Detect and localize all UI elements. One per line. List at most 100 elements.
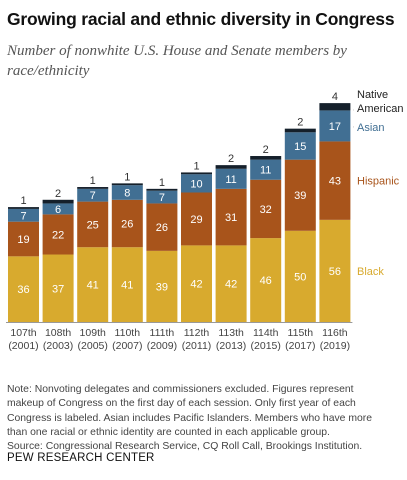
data-label: 2: [55, 188, 61, 200]
x-tick-label-year: (2017): [285, 340, 315, 352]
data-label: 1: [124, 171, 130, 183]
bar-segment-native-american: [284, 128, 316, 133]
bar-segment-asian: [42, 203, 74, 215]
data-label: 39: [294, 190, 306, 202]
legend-label-native-american: Native: [357, 89, 388, 101]
data-label: 2: [228, 153, 234, 165]
bar-segment-asian: [181, 174, 212, 193]
bar-segment-black: [146, 250, 178, 322]
bar-segment-native-american: [146, 188, 178, 191]
data-label: 22: [52, 229, 64, 241]
x-tick-label: 107th: [10, 327, 36, 339]
legend-label-asian: Asian: [357, 122, 385, 134]
x-tick-label-year: (2019): [320, 340, 350, 352]
source-line: Source: Congressional Research Service, …: [7, 441, 363, 453]
data-label: 1: [90, 175, 96, 187]
bar-segment-asian: [319, 110, 351, 142]
bar-segment-asian: [77, 188, 109, 202]
bar-segment-hispanic: [319, 141, 351, 220]
note-line: than one racial or ethnic identity are c…: [7, 426, 330, 438]
data-label: 11: [260, 165, 271, 177]
legend-label-black: Black: [357, 266, 384, 278]
bar-segment-hispanic: [8, 221, 39, 257]
bar-segment-native-american: [8, 207, 39, 209]
bar-segment-hispanic: [77, 201, 109, 248]
data-label: 6: [55, 204, 61, 216]
bar-segment-asian: [215, 168, 247, 189]
data-label: 31: [225, 212, 237, 224]
x-tick-label-year: (2013): [216, 340, 246, 352]
data-label: 25: [87, 219, 99, 231]
data-label: 42: [225, 279, 237, 291]
x-tick-label-year: (2009): [147, 340, 177, 352]
x-tick-label-year: (2011): [182, 340, 212, 352]
data-label: 1: [193, 160, 199, 172]
data-label: 26: [156, 222, 168, 234]
bar-segment-native-american: [215, 165, 247, 169]
bar-segment-black: [284, 230, 316, 322]
data-label: 36: [17, 284, 29, 296]
bar-segment-native-american: [111, 183, 143, 186]
bar-segment-black: [250, 238, 282, 322]
bar-segment-asian: [111, 185, 143, 200]
data-label: 29: [190, 214, 202, 226]
bar-segment-asian: [250, 159, 282, 180]
x-tick-label: 113th: [218, 327, 244, 339]
data-label: 4: [332, 91, 338, 103]
x-tick-label: 108th: [45, 327, 71, 339]
data-label: 7: [159, 192, 165, 204]
x-tick-label: 111th: [150, 327, 175, 339]
bar-segment-hispanic: [215, 188, 247, 246]
brand-label: PEW RESEARCH CENTER: [7, 452, 155, 464]
bar-segment-native-american: [77, 187, 109, 189]
bar-segment-black: [111, 247, 143, 322]
stacked-bar-chart: 361971107th(2001)372262108th(2003)412571…: [6, 89, 403, 352]
data-label: 11: [225, 174, 236, 186]
data-label: 2: [297, 117, 303, 129]
data-label: 19: [17, 234, 29, 246]
chart-subtitle: Number of nonwhite U.S. House and Senate…: [7, 43, 347, 79]
bar-segment-asian: [284, 132, 316, 160]
bar-segment-hispanic: [250, 179, 282, 239]
data-label: 15: [294, 141, 306, 153]
bar-segment-black: [77, 247, 109, 322]
bar-segment-hispanic: [284, 159, 316, 231]
x-tick-label-year: (2015): [251, 340, 281, 352]
bar-segment-native-american: [319, 103, 351, 111]
data-label: 8: [124, 187, 130, 199]
x-tick-label: 110th: [115, 327, 141, 339]
data-label: 39: [156, 281, 168, 293]
bar-segment-hispanic: [42, 214, 74, 255]
bar-segment-black: [42, 254, 74, 322]
chart-title: Growing racial and ethnic diversity in C…: [7, 9, 395, 29]
bar-segment-native-american: [42, 199, 74, 204]
data-label: 32: [260, 204, 272, 216]
data-label: 2: [263, 144, 269, 156]
x-tick-label-year: (2005): [78, 340, 108, 352]
x-tick-label-year: (2003): [43, 340, 73, 352]
legend-label-native-american-2: American: [357, 103, 403, 115]
note-line: Congress is labeled. Asian includes Paci…: [7, 412, 373, 424]
bar-segment-black: [181, 245, 212, 322]
note-line: Note: Nonvoting delegates and commission…: [7, 384, 354, 395]
data-label: 26: [121, 219, 133, 231]
bar-segment-hispanic: [111, 199, 143, 248]
data-label: 43: [329, 176, 341, 188]
x-tick-label: 116th: [322, 327, 348, 339]
data-label: 46: [260, 275, 272, 287]
data-label: 42: [190, 279, 202, 291]
bar-segment-black: [215, 245, 247, 322]
data-label: 7: [90, 190, 96, 202]
x-tick-label-year: (2007): [112, 340, 142, 352]
data-label: 41: [87, 280, 99, 292]
x-tick-label: 114th: [253, 327, 279, 339]
chart-note: Note: Nonvoting delegates and commission…: [7, 383, 403, 454]
x-tick-label: 112th: [184, 327, 210, 339]
data-label: 50: [294, 271, 306, 283]
x-tick-label: 115th: [288, 327, 314, 339]
data-label: 37: [52, 283, 64, 295]
bar-segment-black: [8, 256, 39, 322]
bar-segment-hispanic: [181, 192, 212, 246]
data-label: 41: [121, 280, 133, 292]
bar-segment-native-american: [181, 172, 212, 175]
